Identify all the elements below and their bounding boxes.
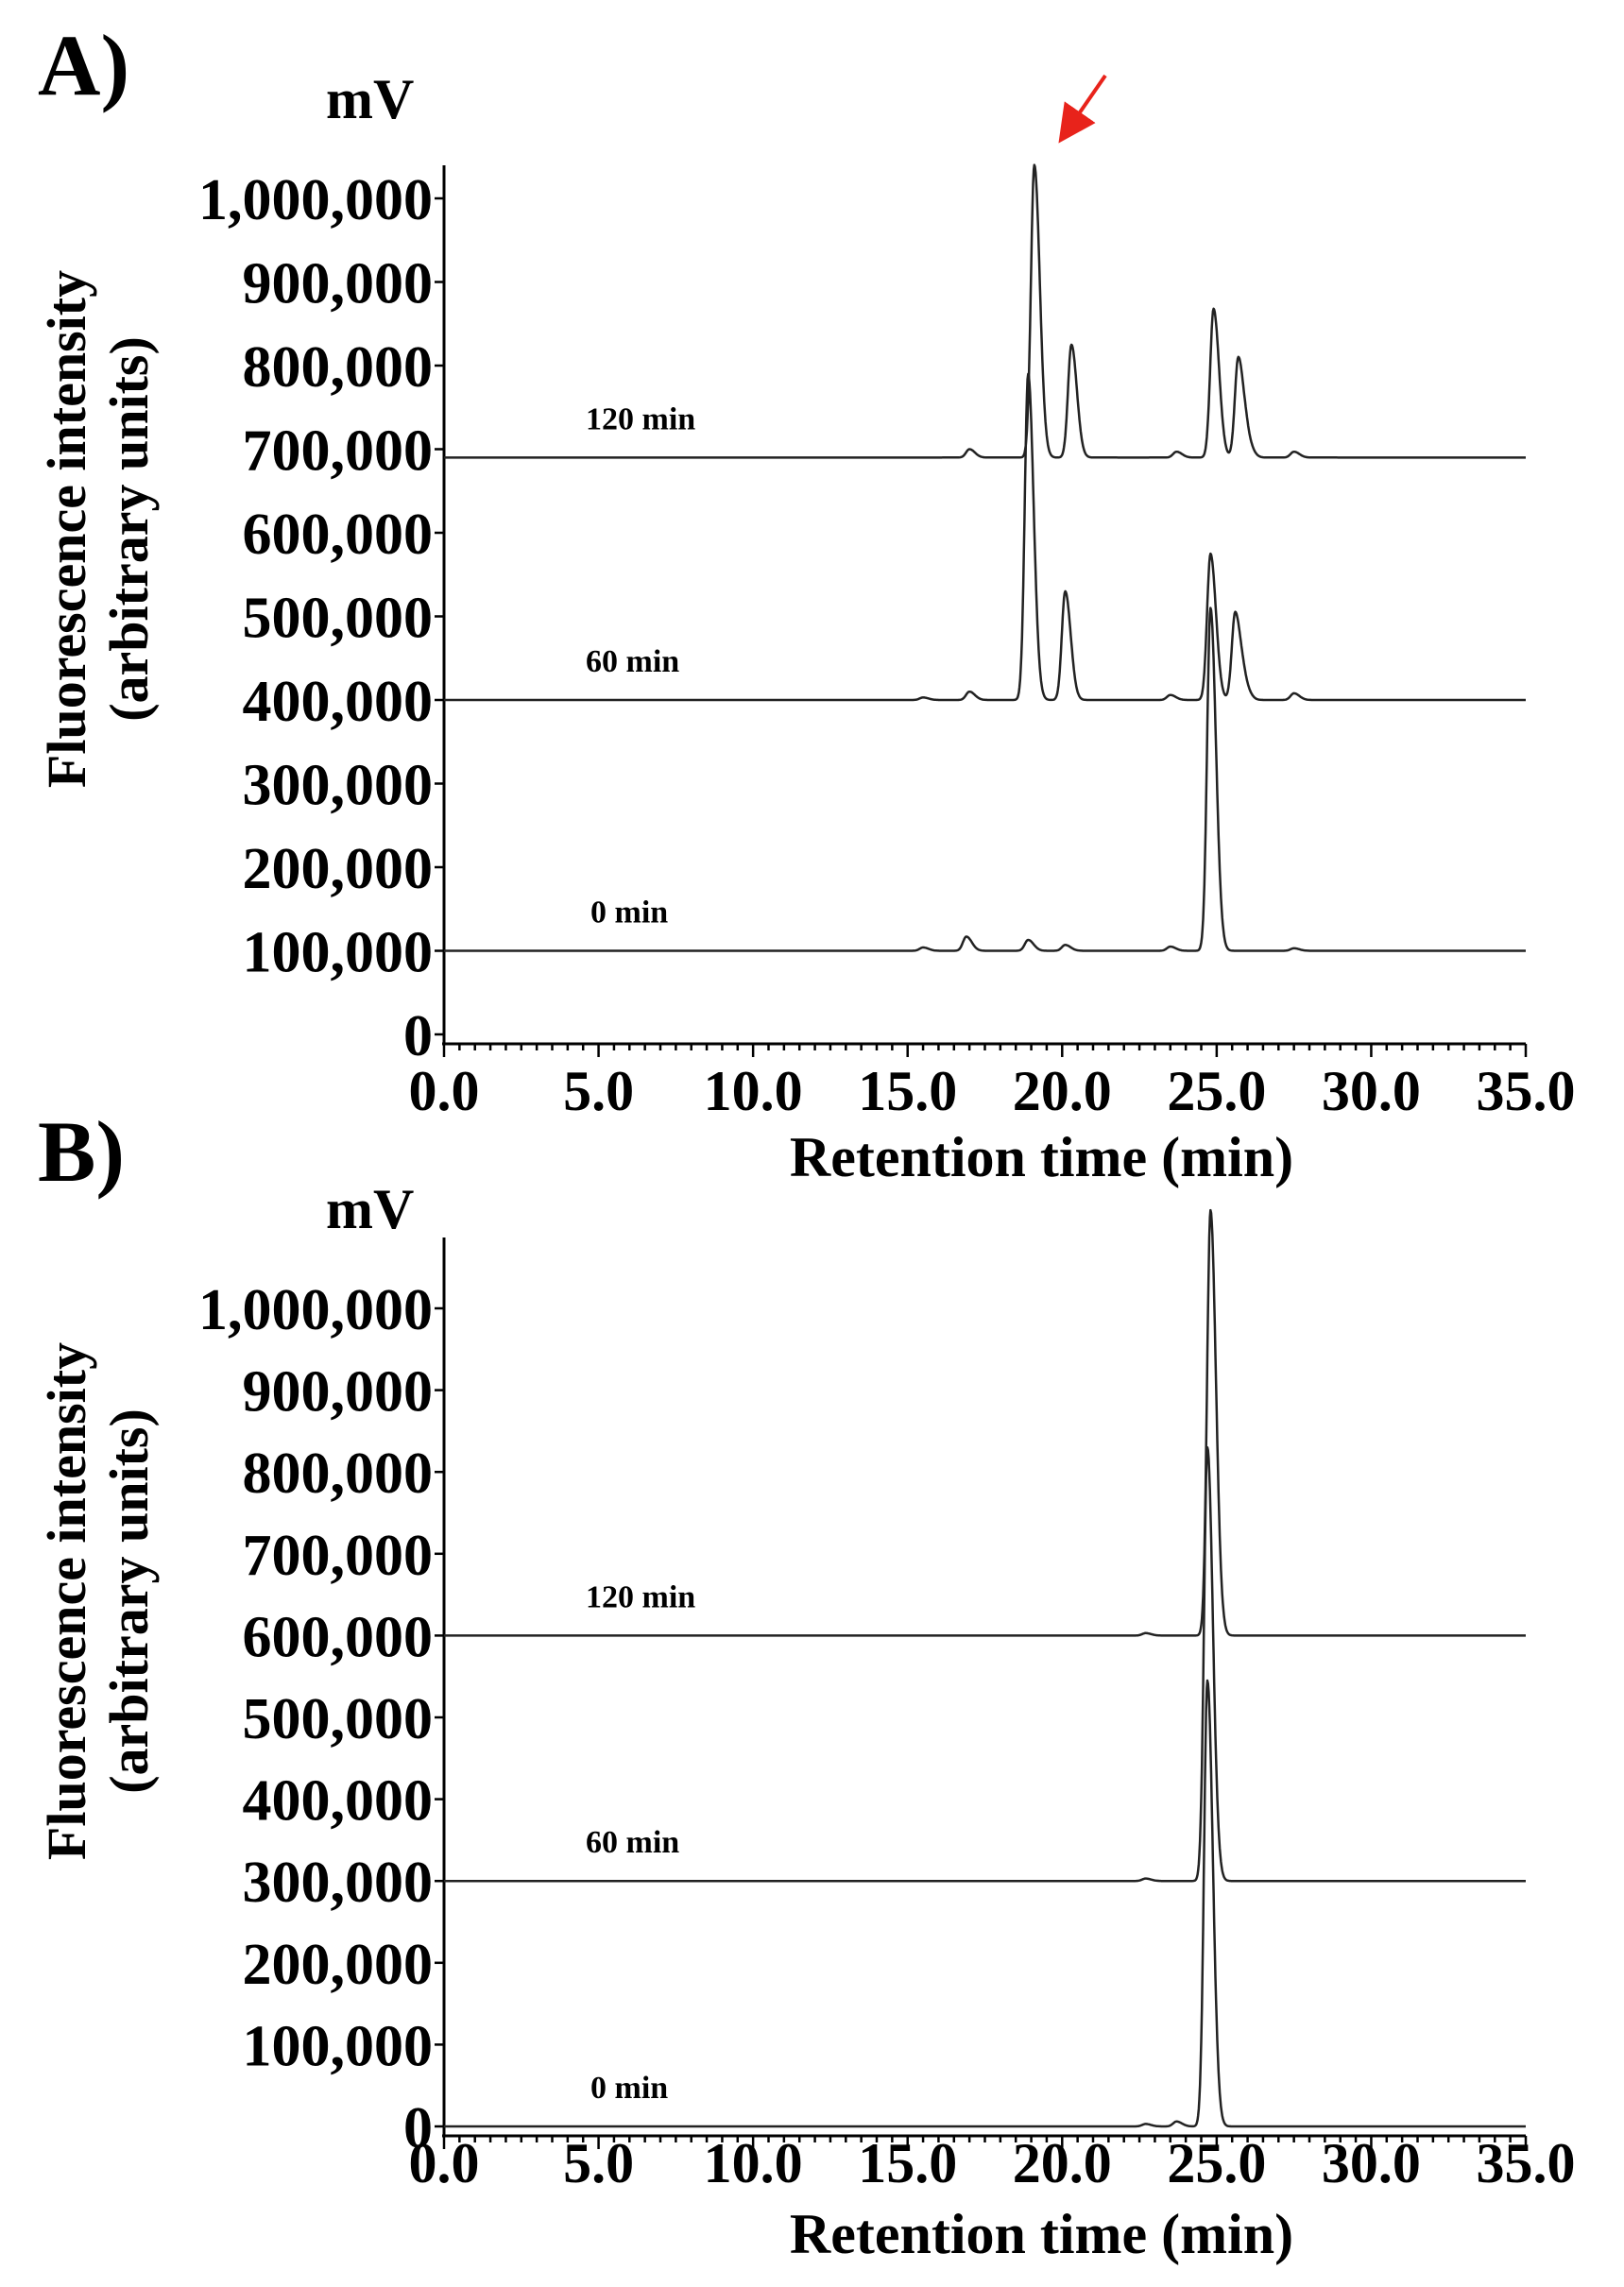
y-axis-label-line: Fluorescence intensity [36,1342,97,1860]
x-tick-label: 5.0 [563,1060,634,1122]
y-tick-label: 0 [403,1004,433,1068]
x-tick-label: 20.0 [1013,1060,1112,1122]
y-axis-label: Fluorescence intensity(arbitrary units) [36,270,160,788]
x-tick-label: 30.0 [1322,2132,1421,2194]
x-tick-label: 0.0 [409,2132,480,2194]
y-axis-label-line: (arbitrary units) [98,336,160,722]
x-tick-label: 10.0 [704,1060,803,1122]
y-tick-label: 100,000 [243,921,434,985]
y-axis-label: Fluorescence intensity(arbitrary units) [36,1342,160,1860]
y-tick-label: 1,000,000 [198,168,433,232]
trace-label: 120 min [586,1579,695,1614]
panel-b: B) mV Fluorescence intensity(arbitrary uni… [36,1103,1576,2265]
y-tick-label: 400,000 [243,670,434,734]
y-tick-label: 400,000 [243,1769,434,1834]
x-axis-label: Retention time (min) [790,1126,1293,1188]
x-axis-label: Retention time (min) [790,2203,1293,2265]
y-tick-label: 700,000 [243,1524,434,1588]
y-tick-label: 500,000 [243,1687,434,1751]
y-tick-label: 0 [403,2096,433,2160]
trace-label: 0 min [590,896,668,930]
x-tick-label: 30.0 [1322,1060,1421,1122]
x-tick-label: 0.0 [409,1060,480,1122]
y-tick-label: 600,000 [243,1605,434,1669]
y-tick-label: 100,000 [243,2014,434,2078]
trace-label: 60 min [586,644,679,679]
x-tick-label: 15.0 [858,2132,957,2194]
panel-letter: B) [38,1103,125,1200]
y-tick-label: 200,000 [243,1933,434,1997]
chromatogram-trace [443,1445,1527,1883]
y-tick-label: 300,000 [243,1851,434,1915]
x-tick-label: 10.0 [704,2132,803,2194]
y-tick-label: 500,000 [243,587,434,651]
trace-label: 0 min [590,2071,668,2106]
chromatogram-trace [443,163,1527,459]
unit-label: mV [326,1178,414,1240]
y-tick-label: 900,000 [243,252,434,316]
x-tick-label: 15.0 [858,1060,957,1122]
chromatogram-trace [443,1208,1527,1637]
chromatogram-trace [443,606,1527,952]
y-tick-label: 900,000 [243,1360,434,1425]
panel-a: A) mV Fluorescence intensity(arbitrary uni… [36,17,1576,1188]
trace-label: 60 min [586,1825,679,1860]
y-tick-label: 700,000 [243,419,434,484]
y-tick-label: 800,000 [243,1442,434,1506]
unit-label: mV [326,68,414,130]
x-tick-label: 25.0 [1167,1060,1266,1122]
chromatogram-trace [443,1679,1527,2128]
panel-letter: A) [38,17,129,113]
y-tick-label: 300,000 [243,754,434,818]
x-tick-label: 25.0 [1167,2132,1266,2194]
peak-arrow [1058,74,1107,144]
y-axis-label-line: Fluorescence intensity [36,270,97,788]
x-tick-label: 5.0 [563,2132,634,2194]
x-tick-label: 35.0 [1477,1060,1576,1122]
y-tick-label: 1,000,000 [198,1278,433,1342]
x-tick-label: 35.0 [1477,2132,1576,2194]
x-tick-label: 20.0 [1013,2132,1112,2194]
y-tick-label: 800,000 [243,335,434,400]
chromatogram-trace [443,372,1527,702]
y-axis-label-line: (arbitrary units) [98,1408,160,1794]
trace-label: 120 min [586,401,695,436]
y-tick-label: 600,000 [243,503,434,567]
y-tick-label: 200,000 [243,837,434,901]
